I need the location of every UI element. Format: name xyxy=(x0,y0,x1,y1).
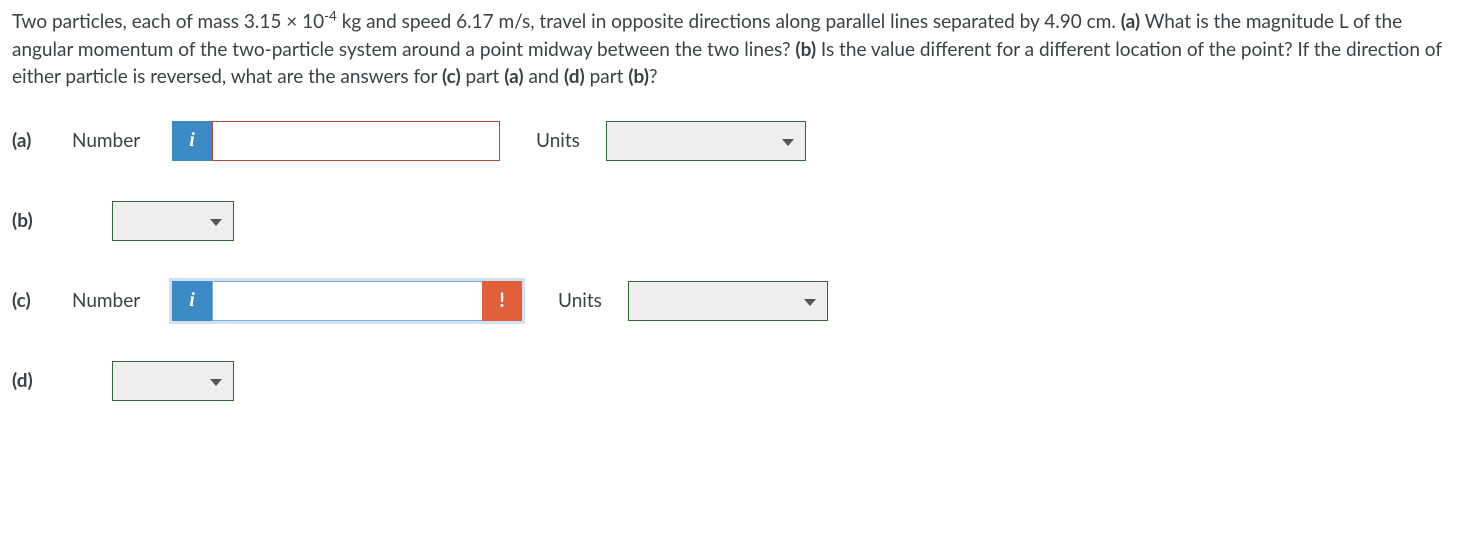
units-select-c[interactable] xyxy=(628,281,828,321)
number-input-a[interactable] xyxy=(212,121,500,161)
number-input-c[interactable] xyxy=(212,281,482,321)
number-label-c: Number xyxy=(72,287,172,315)
part-d-label: (d) xyxy=(12,367,72,395)
units-label-c: Units xyxy=(558,287,602,315)
question-text: Two particles, each of mass 3.15 × 10-4 … xyxy=(12,8,1456,91)
part-d-row: (d) xyxy=(12,359,1456,403)
part-a-label: (a) xyxy=(12,127,72,155)
part-b-label: (b) xyxy=(12,207,72,235)
number-label-a: Number xyxy=(72,127,172,155)
part-b-row: (b) xyxy=(12,199,1456,243)
warning-icon[interactable]: ! xyxy=(482,281,522,321)
part-c-row: (c) Number i ! Units xyxy=(12,279,1456,323)
units-label-a: Units xyxy=(536,127,580,155)
part-a-row: (a) Number i Units xyxy=(12,119,1456,163)
info-icon[interactable]: i xyxy=(172,121,212,161)
answer-select-b[interactable] xyxy=(112,201,234,241)
units-select-a[interactable] xyxy=(606,121,806,161)
answer-select-d[interactable] xyxy=(112,361,234,401)
part-c-label: (c) xyxy=(12,287,72,315)
info-icon[interactable]: i xyxy=(172,281,212,321)
